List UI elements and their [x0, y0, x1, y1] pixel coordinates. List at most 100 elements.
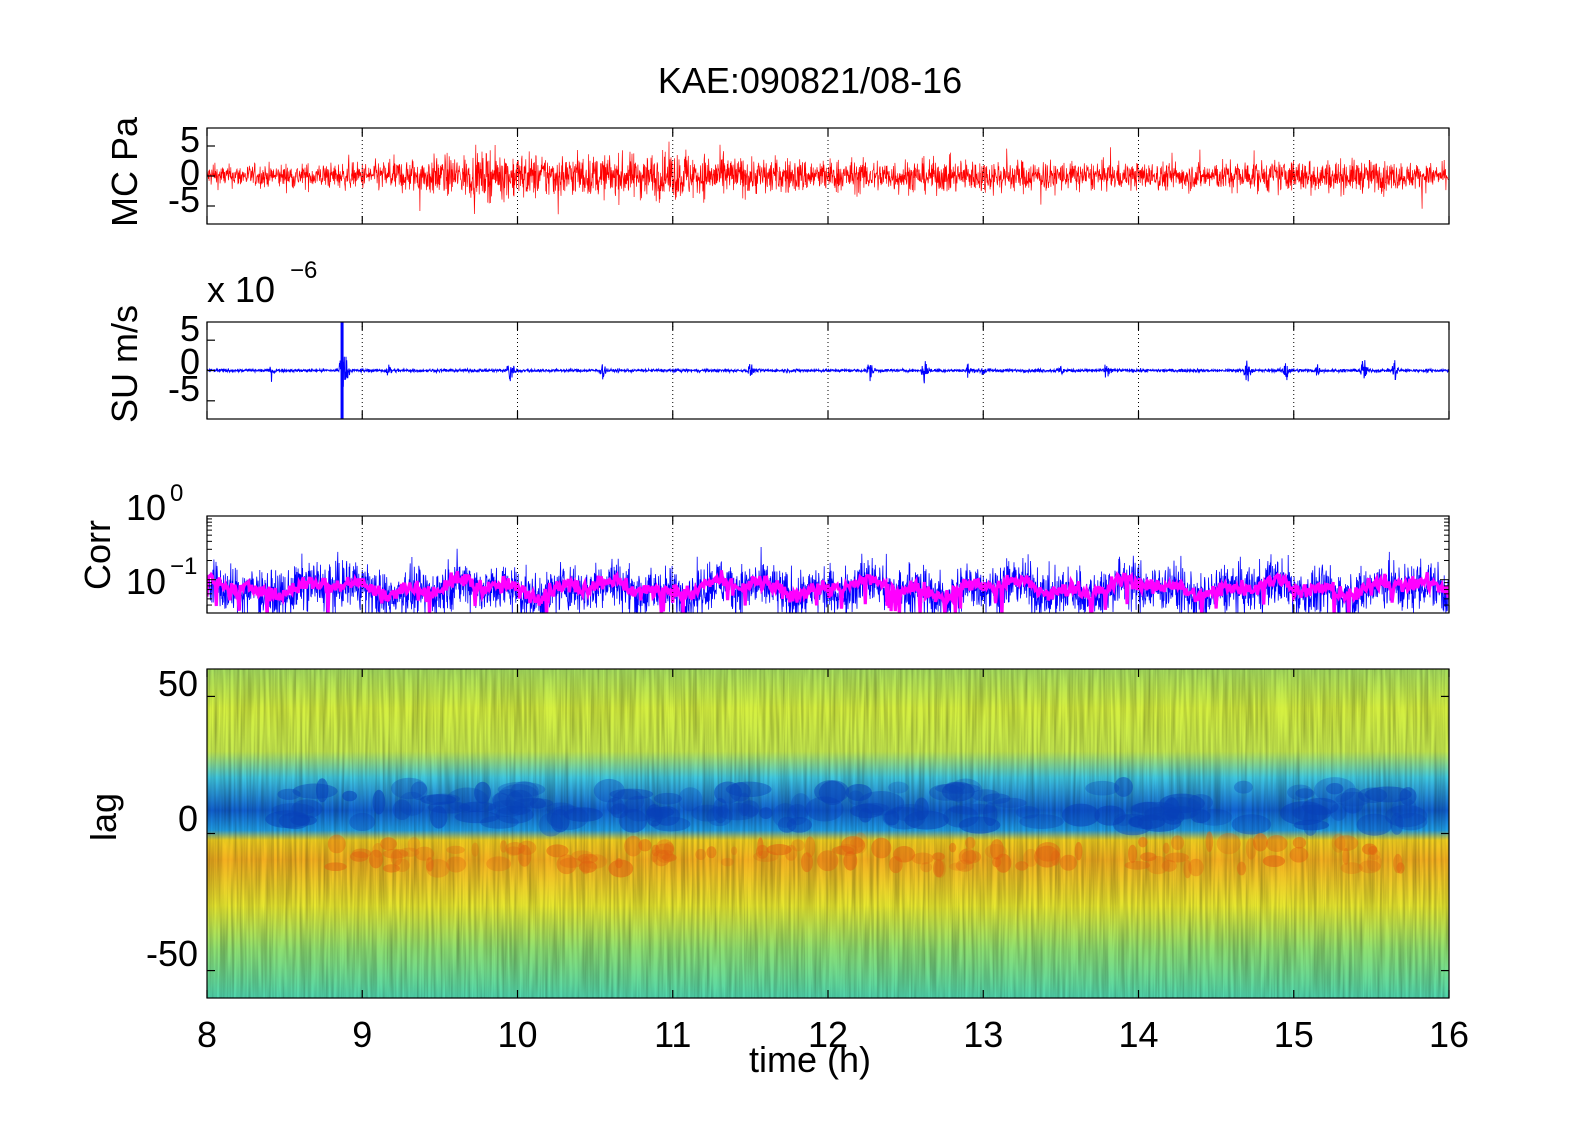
lag-heatmap-high-patch — [757, 837, 764, 857]
lag-heatmap-high-patch — [654, 843, 674, 855]
lag-heatmap-low-patch — [691, 804, 724, 822]
lag-heatmap-high-patch — [1170, 835, 1185, 851]
lag-heatmap-high-patch — [933, 859, 944, 878]
lag-heatmap-low-patch — [1313, 777, 1356, 803]
lag-heatmap-high-patch — [995, 853, 1012, 873]
x-tick-label: 8 — [197, 1014, 217, 1055]
lag-heatmap-high-patch — [577, 853, 598, 864]
lag-heatmap-high-patch — [499, 840, 508, 853]
lag-heatmap-low-patch — [1394, 812, 1428, 831]
su-ms-series-line — [206, 356, 1450, 414]
lag-heatmap-low-patch — [929, 784, 964, 801]
lag-heatmap-high-patch — [446, 856, 467, 873]
lag-heatmap-low-patch — [759, 807, 773, 820]
lag-heatmap-high-patch — [1140, 852, 1157, 862]
mc-pa-ytick-5: 5 — [180, 119, 200, 160]
lag-heatmap-low-patch — [454, 810, 500, 824]
lag-heatmap-high-patch — [407, 837, 421, 852]
x-axis-label: time (h) — [749, 1039, 871, 1080]
lag-heatmap-low-patch — [1188, 794, 1213, 811]
lag-heatmap-low-patch — [398, 791, 426, 816]
lag-heatmap — [207, 669, 1449, 998]
lag-heatmap-low-patch — [1399, 787, 1417, 806]
lag-heatmap-low-patch — [1231, 814, 1272, 835]
lag-heatmap-low-patch — [904, 810, 949, 830]
lag-heatmap-low-patch — [1340, 787, 1365, 814]
lag-heatmap-high-patch — [1034, 845, 1060, 868]
lag-heatmap-high-patch — [663, 842, 675, 856]
x-tick-label: 14 — [1118, 1014, 1158, 1055]
lag-heatmap-low-patch — [1085, 780, 1120, 796]
lag-heatmap-high-patch — [1059, 854, 1078, 871]
lag-heatmap-low-patch — [1295, 788, 1315, 799]
lag-heatmap-high-patch — [546, 844, 569, 858]
lag-heatmap-low-patch — [982, 793, 1011, 804]
lag-heatmap-low-patch — [495, 805, 534, 824]
lag-heatmap-high-patch — [1035, 842, 1061, 862]
su-ms-ytick-5: 5 — [180, 308, 200, 349]
lag-heatmap-low-patch — [459, 801, 497, 813]
lag-heatmap-high-patch — [1342, 847, 1350, 865]
lag-heatmap-high-patch — [984, 844, 1007, 860]
lag-heatmap-high-patch — [651, 844, 660, 857]
su-ms-exponent-label: x 10 — [207, 269, 275, 310]
lag-heatmap-high-patch — [804, 836, 816, 858]
lag-heatmap-low-patch — [678, 787, 703, 812]
lag-heatmap-low-patch — [1391, 797, 1417, 819]
lag-heatmap-high-patch — [486, 856, 512, 872]
mc-pa-ticks — [206, 128, 1450, 224]
lag-heatmap-high-patch — [1266, 835, 1288, 852]
lag-heatmap-low-patch — [498, 783, 540, 809]
lag-heatmap-low-patch — [848, 790, 864, 806]
lag-heatmap-low-patch — [1019, 814, 1064, 829]
lag-heatmap-high-patch — [390, 849, 403, 866]
lag-heatmap-low-patch — [971, 789, 1000, 802]
lag-heatmap-high-patch — [349, 851, 369, 862]
lag-heatmap-low-patch — [786, 816, 813, 833]
lag-heatmap-low-patch — [1390, 812, 1404, 835]
lag-heatmap-low-patch — [653, 792, 682, 805]
lag-heatmap-low-patch — [265, 810, 310, 829]
corr-ticks — [206, 515, 1450, 614]
lag-heatmap-low-patch — [513, 797, 554, 809]
lag-ylabel: lag — [83, 793, 124, 841]
lag-heatmap-high-patch — [1162, 842, 1170, 854]
lag-heatmap-high-patch — [1183, 859, 1192, 879]
lag-heatmap-high-patch — [1161, 859, 1177, 872]
lag-heatmap-low-patch — [786, 804, 809, 826]
lag-heatmap-low-patch — [609, 788, 654, 800]
lag-heatmap-low-patch — [538, 812, 564, 837]
lag-heatmap-low-patch — [610, 803, 629, 819]
lag-heatmap-high-patch — [695, 848, 707, 861]
corr-series-group — [207, 546, 1449, 613]
lag-heatmap-low-patch — [1292, 804, 1332, 822]
lag-heatmap-high-patch — [382, 864, 400, 873]
lag-heatmap-high-patch — [1361, 843, 1378, 855]
lag-heatmap-low-patch — [563, 807, 603, 822]
lag-heatmap-low-patch — [426, 793, 460, 804]
lag-heatmap-high-patch — [920, 862, 933, 873]
lag-heatmap-low-patch — [1113, 813, 1133, 826]
lag-heatmap-high-patch — [650, 849, 659, 863]
lag-heatmap-high-patch — [1074, 841, 1083, 861]
corr-ytick-10-0: 10 — [126, 487, 166, 528]
lag-heatmap-low-patch — [706, 806, 733, 827]
lag-heatmap-low-patch — [315, 778, 329, 803]
lag-heatmap-low-patch — [714, 781, 742, 804]
lag-heatmap-low-patch — [430, 806, 448, 829]
lag-heatmap-high-patch — [755, 844, 769, 859]
lag-heatmap-low-patch — [277, 788, 301, 800]
lag-heatmap-high-patch — [556, 854, 577, 875]
lag-heatmap-high-patch — [638, 839, 652, 852]
lag-heatmap-low-patch — [491, 792, 511, 808]
lag-heatmap-low-patch — [888, 781, 909, 794]
lag-ytick-50: 50 — [158, 663, 198, 704]
lag-heatmap-high-patch — [327, 834, 346, 854]
corr-panel: 10 0 10 −1 Corr — [77, 480, 1450, 614]
lag-heatmap-low-patch — [740, 800, 760, 817]
corr-ylabel: Corr — [77, 520, 118, 590]
lag-heatmap-high-patch — [965, 836, 976, 849]
lag-heatmap-high-patch — [706, 846, 717, 859]
lag-heatmap-high-patch — [843, 851, 858, 871]
corr-magenta-series — [207, 570, 1449, 613]
